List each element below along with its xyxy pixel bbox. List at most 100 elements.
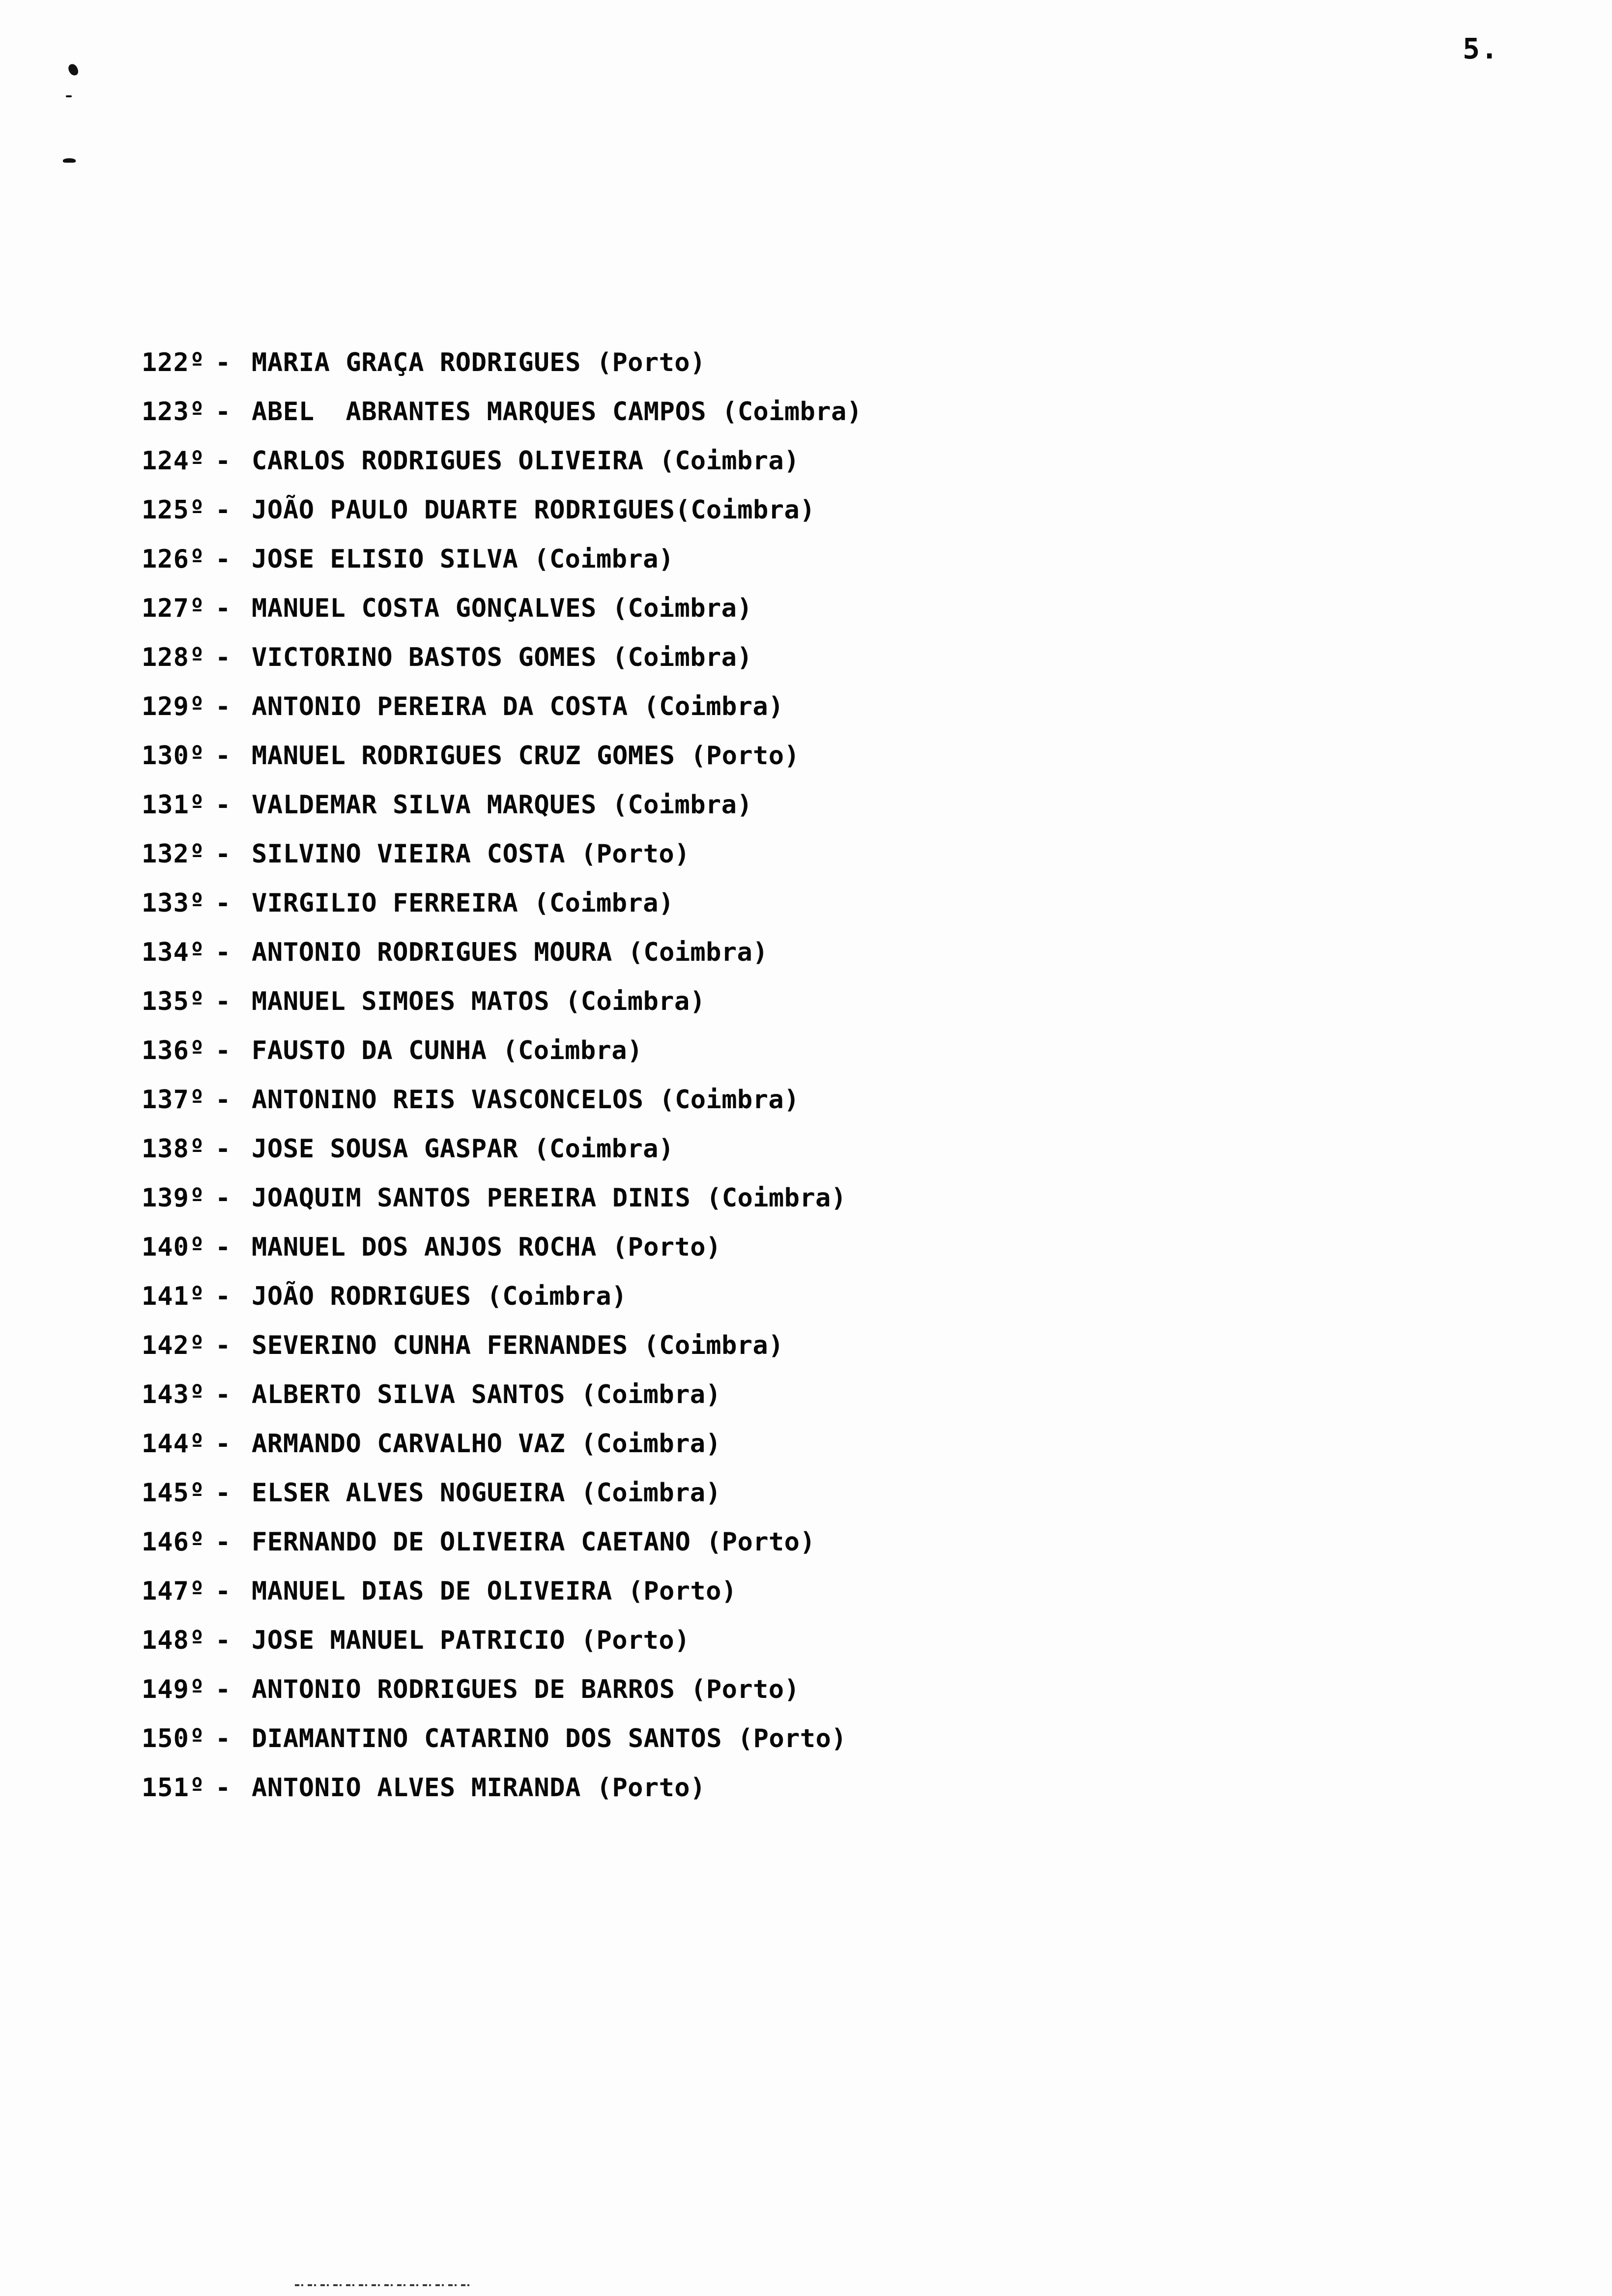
ordinal-suffix: º bbox=[189, 1724, 205, 1753]
entry-city: (Coimbra) bbox=[518, 1134, 674, 1164]
ordinal-suffix: º bbox=[189, 839, 205, 869]
list-item: 122º - MARIA GRAÇA RODRIGUES (Porto) bbox=[142, 338, 1468, 387]
list-item: 125º - JOÃO PAULO DUARTE RODRIGUES (Coimbra… bbox=[142, 486, 1468, 535]
entry-rank: 149º bbox=[142, 1675, 205, 1704]
ordinal-suffix: º bbox=[189, 1331, 205, 1360]
entry-city: (Coimbra) bbox=[518, 545, 674, 574]
entry-separator: - bbox=[215, 446, 231, 476]
entry-rank: 126º bbox=[142, 545, 205, 574]
entry-rank: 136º bbox=[142, 1036, 205, 1065]
ordinal-suffix: º bbox=[189, 741, 205, 771]
entry-separator: - bbox=[215, 790, 231, 820]
entry-separator: - bbox=[215, 643, 231, 672]
ordinal-suffix: º bbox=[189, 446, 205, 476]
entry-name: ANTONIO ALVES MIRANDA bbox=[252, 1773, 581, 1803]
ordinal-suffix: º bbox=[189, 790, 205, 820]
list-item: 141º - JOÃO RODRIGUES (Coimbra) bbox=[142, 1272, 1468, 1321]
list-item: 138º - JOSE SOUSA GASPAR (Coimbra) bbox=[142, 1124, 1468, 1174]
entry-rank: 127º bbox=[142, 594, 205, 623]
list-item: 143º - ALBERTO SILVA SANTOS (Coimbra) bbox=[142, 1370, 1468, 1419]
entry-separator: - bbox=[215, 545, 231, 574]
entry-city: (Porto) bbox=[675, 741, 800, 771]
list-item: 133º - VIRGILIO FERREIRA (Coimbra) bbox=[142, 879, 1468, 928]
list-item: 144º - ARMANDO CARVALHO VAZ (Coimbra) bbox=[142, 1419, 1468, 1468]
ordinal-suffix: º bbox=[189, 1675, 205, 1704]
entry-city: (Coimbra) bbox=[596, 594, 753, 623]
entry-rank: 131º bbox=[142, 790, 205, 820]
entry-separator: - bbox=[215, 594, 231, 623]
entry-name: VICTORINO BASTOS GOMES bbox=[252, 643, 597, 672]
list-item: 124º - CARLOS RODRIGUES OLIVEIRA (Coimbra) bbox=[142, 436, 1468, 486]
entry-separator: - bbox=[215, 1036, 231, 1065]
list-item: 135º - MANUEL SIMOES MATOS (Coimbra) bbox=[142, 977, 1468, 1026]
entry-name: ANTONIO PEREIRA DA COSTA bbox=[252, 692, 628, 721]
entry-rank: 128º bbox=[142, 643, 205, 672]
entry-separator: - bbox=[215, 1773, 231, 1803]
list-item: 127º - MANUEL COSTA GONÇALVES (Coimbra) bbox=[142, 584, 1468, 633]
entry-separator: - bbox=[215, 1134, 231, 1164]
entry-name: ABEL ABRANTES MARQUES CAMPOS bbox=[252, 397, 707, 427]
ordinal-suffix: º bbox=[189, 1233, 205, 1262]
entry-rank: 132º bbox=[142, 839, 205, 869]
entry-city: (Coimbra) bbox=[706, 397, 863, 427]
list-item: 147º - MANUEL DIAS DE OLIVEIRA (Porto) bbox=[142, 1567, 1468, 1616]
ordinal-suffix: º bbox=[189, 692, 205, 721]
entry-name: MANUEL DIAS DE OLIVEIRA bbox=[252, 1577, 612, 1606]
ranked-entry-list: 122º - MARIA GRAÇA RODRIGUES (Porto) 123º - A… bbox=[142, 338, 1468, 1812]
ordinal-suffix: º bbox=[189, 1773, 205, 1803]
entry-separator: - bbox=[215, 1724, 231, 1753]
entry-rank: 146º bbox=[142, 1527, 205, 1557]
entry-name: MANUEL SIMOES MATOS bbox=[252, 987, 550, 1016]
entry-city: (Coimbra) bbox=[643, 446, 800, 476]
entry-name: JOSE MANUEL PATRICIO bbox=[252, 1626, 566, 1655]
entry-name: VIRGILIO FERREIRA bbox=[252, 889, 518, 918]
entry-city: (Coimbra) bbox=[565, 1429, 721, 1459]
list-item: 150º - DIAMANTINO CATARINO DOS SANTOS (Por… bbox=[142, 1714, 1468, 1763]
ordinal-suffix: º bbox=[189, 643, 205, 672]
list-item: 149º - ANTONIO RODRIGUES DE BARROS (Porto) bbox=[142, 1665, 1468, 1714]
entry-separator: - bbox=[215, 692, 231, 721]
list-item: 140º - MANUEL DOS ANJOS ROCHA (Porto) bbox=[142, 1223, 1468, 1272]
entry-name: MANUEL DOS ANJOS ROCHA bbox=[252, 1233, 597, 1262]
list-item: 130º - MANUEL RODRIGUES CRUZ GOMES (Porto) bbox=[142, 731, 1468, 780]
entry-city: (Porto) bbox=[581, 348, 706, 377]
list-item: 136º - FAUSTO DA CUNHA (Coimbra) bbox=[142, 1026, 1468, 1075]
entry-city: (Coimbra) bbox=[675, 495, 815, 525]
entry-city: (Coimbra) bbox=[612, 938, 768, 967]
ordinal-suffix: º bbox=[189, 348, 205, 377]
entry-city: (Coimbra) bbox=[549, 987, 706, 1016]
entry-separator: - bbox=[215, 741, 231, 771]
entry-rank: 139º bbox=[142, 1183, 205, 1213]
entry-name: SEVERINO CUNHA FERNANDES bbox=[252, 1331, 628, 1360]
entry-name: MARIA GRAÇA RODRIGUES bbox=[252, 348, 581, 377]
entry-separator: - bbox=[215, 1331, 231, 1360]
ordinal-suffix: º bbox=[189, 987, 205, 1016]
entry-separator: - bbox=[215, 839, 231, 869]
entry-rank: 125º bbox=[142, 495, 205, 525]
entry-separator: - bbox=[215, 1233, 231, 1262]
scan-speck-icon bbox=[63, 158, 76, 163]
entry-name: FAUSTO DA CUNHA bbox=[252, 1036, 487, 1065]
entry-rank: 137º bbox=[142, 1085, 205, 1115]
list-item: 151º - ANTONIO ALVES MIRANDA (Porto) bbox=[142, 1763, 1468, 1812]
entry-name: ANTONIO RODRIGUES MOURA bbox=[252, 938, 612, 967]
entry-rank: 123º bbox=[142, 397, 205, 427]
entry-city: (Porto) bbox=[565, 839, 690, 869]
ordinal-suffix: º bbox=[189, 889, 205, 918]
entry-rank: 147º bbox=[142, 1577, 205, 1606]
entry-rank: 142º bbox=[142, 1331, 205, 1360]
ordinal-suffix: º bbox=[189, 495, 205, 525]
ordinal-suffix: º bbox=[189, 1085, 205, 1115]
entry-separator: - bbox=[215, 1478, 231, 1508]
ordinal-suffix: º bbox=[189, 938, 205, 967]
list-item: 123º - ABEL ABRANTES MARQUES CAMPOS (Coimb… bbox=[142, 387, 1468, 436]
scan-speck-icon bbox=[67, 62, 80, 77]
entry-separator: - bbox=[215, 1282, 231, 1311]
entry-separator: - bbox=[215, 938, 231, 967]
ordinal-suffix: º bbox=[189, 397, 205, 427]
list-item: 145º - ELSER ALVES NOGUEIRA (Coimbra) bbox=[142, 1468, 1468, 1518]
entry-rank: 134º bbox=[142, 938, 205, 967]
page-number: 5. bbox=[1463, 32, 1499, 65]
entry-name: ARMANDO CARVALHO VAZ bbox=[252, 1429, 566, 1459]
list-item: 131º - VALDEMAR SILVA MARQUES (Coimbra) bbox=[142, 780, 1468, 830]
